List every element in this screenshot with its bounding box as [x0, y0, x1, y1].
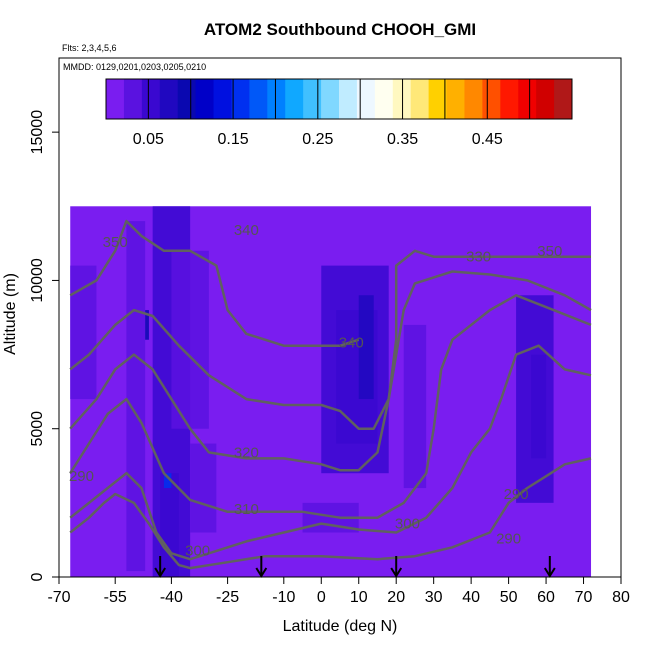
colorbar-swatch — [249, 79, 268, 119]
flight-marker-arrow — [390, 556, 403, 578]
heatmap-cell — [531, 354, 547, 459]
colorbar-swatch — [446, 79, 465, 119]
colorbar-tick-label: 0.35 — [387, 131, 418, 148]
colorbar-swatch — [177, 79, 197, 119]
colorbar-swatch — [303, 79, 322, 119]
colorbar-frame — [105, 78, 573, 120]
x-tick-label: -25 — [216, 589, 239, 606]
contour-layer — [69, 219, 592, 570]
contour-label: 290 — [496, 530, 521, 547]
colorbar-tick-label: 0.45 — [472, 131, 503, 148]
colorbar-swatch — [339, 79, 358, 119]
flight-marker-arrow — [255, 556, 268, 578]
contour-label-layer: 340 340 330 350 320 310 300 300 290 290 290 350 — [69, 222, 562, 559]
colorbar-tick-label: 0.25 — [302, 131, 333, 148]
colorbar-swatch — [141, 79, 161, 119]
contour-line — [69, 344, 592, 561]
contour-label: 340 — [234, 222, 259, 239]
contour-label: 350 — [537, 243, 562, 260]
colorbar-swatch — [428, 79, 448, 119]
colorbar-swatch — [213, 79, 232, 119]
heatmap-cell — [171, 250, 209, 429]
colorbar-tick-label: 0.15 — [218, 131, 249, 148]
colorbar-swatch — [392, 79, 412, 119]
chart-title: ATOM2 Southbound CHOOH_GMI — [204, 20, 476, 39]
colorbar-swatch — [482, 79, 501, 119]
heatmap-cell — [403, 324, 427, 489]
x-axis-label: Latitude (deg N) — [283, 618, 398, 635]
contour-label: 340 — [339, 335, 364, 352]
contour-label: 290 — [504, 486, 529, 503]
colorbar-swatch — [374, 79, 394, 119]
contour-line — [69, 219, 360, 347]
y-axis-label: Altitude (m) — [2, 273, 19, 355]
contour-line — [69, 294, 592, 519]
x-tick-label: 20 — [387, 589, 405, 606]
x-tick-label: 10 — [350, 589, 368, 606]
colorbar-tick-label: 0.05 — [133, 131, 164, 148]
x-axis: -70 -55 -40 -25 -10 0 10 20 30 40 50 60 70 80 — [47, 577, 630, 606]
colorbar-swatch — [285, 79, 304, 119]
colorbar-swatch — [106, 79, 125, 119]
colorbar-swatch — [195, 79, 215, 119]
colorbar-swatch — [464, 79, 483, 119]
heatmap-cell — [358, 295, 374, 400]
y-tick-label: 15000 — [29, 110, 46, 155]
plot-frame — [58, 57, 622, 578]
colorbar: 0.05 0.15 0.25 0.35 0.45 — [105, 78, 573, 148]
contour-label: 290 — [69, 468, 94, 485]
contour-label: 350 — [103, 234, 128, 251]
contour-label: 310 — [234, 501, 259, 518]
contour-label: 330 — [466, 249, 491, 266]
contour-label: 320 — [234, 444, 259, 461]
x-tick-label: 30 — [425, 589, 443, 606]
colorbar-swatch — [536, 79, 555, 119]
contour-line — [69, 249, 591, 430]
colorbar-swatch — [321, 79, 340, 119]
colorbar-swatch — [410, 79, 430, 119]
colorbar-swatch — [267, 79, 286, 119]
colorbar-swatch — [159, 79, 179, 119]
heatmap-cell — [145, 310, 149, 340]
contour-label: 300 — [395, 516, 420, 533]
contour-line — [69, 270, 592, 472]
heatmap-cell — [160, 473, 179, 577]
contour-line — [69, 457, 592, 570]
flight-marker-arrow — [543, 556, 556, 578]
flight-marker-layer — [154, 556, 556, 578]
y-tick-label: 5000 — [29, 411, 46, 447]
x-tick-label: 60 — [537, 589, 555, 606]
flight-marker-arrow — [154, 556, 167, 578]
x-tick-label: -40 — [160, 589, 183, 606]
subtitle-dates: MMDD: 0129,0201,0203,0205,0210 — [63, 62, 206, 72]
heatmap-cell — [126, 221, 146, 572]
x-tick-label: 80 — [612, 589, 630, 606]
x-tick-label: 70 — [575, 589, 593, 606]
x-tick-label: -10 — [272, 589, 295, 606]
x-tick-label: 0 — [317, 589, 326, 606]
subtitle-flights: Flts: 2,3,4,5,6 — [62, 43, 117, 53]
x-tick-label: -55 — [104, 589, 127, 606]
y-tick-label: 0 — [29, 572, 46, 581]
heatmap-cell — [163, 473, 172, 489]
colorbar-swatch — [554, 79, 573, 119]
colorbar-swatch — [500, 79, 519, 119]
contour-label: 300 — [185, 542, 210, 559]
colorbar-swatch — [123, 79, 143, 119]
x-tick-label: -70 — [47, 589, 70, 606]
heatmap-cell — [190, 443, 217, 533]
y-tick-label: 10000 — [29, 258, 46, 303]
colorbar-swatch — [356, 79, 376, 119]
heatmap-cell — [70, 265, 97, 400]
x-tick-label: 50 — [500, 589, 518, 606]
x-tick-label: 40 — [462, 589, 480, 606]
y-axis: 0 5000 10000 15000 — [29, 110, 59, 581]
colorbar-swatch — [231, 79, 250, 119]
colorbar-swatch — [518, 79, 537, 119]
